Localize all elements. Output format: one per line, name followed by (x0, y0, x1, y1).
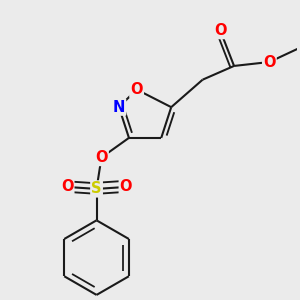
Text: O: O (130, 82, 143, 97)
Text: S: S (91, 182, 102, 196)
Text: O: O (263, 55, 276, 70)
Text: N: N (113, 100, 125, 115)
Text: O: O (61, 179, 74, 194)
Text: O: O (95, 150, 108, 165)
Text: O: O (214, 23, 226, 38)
Text: O: O (120, 179, 132, 194)
